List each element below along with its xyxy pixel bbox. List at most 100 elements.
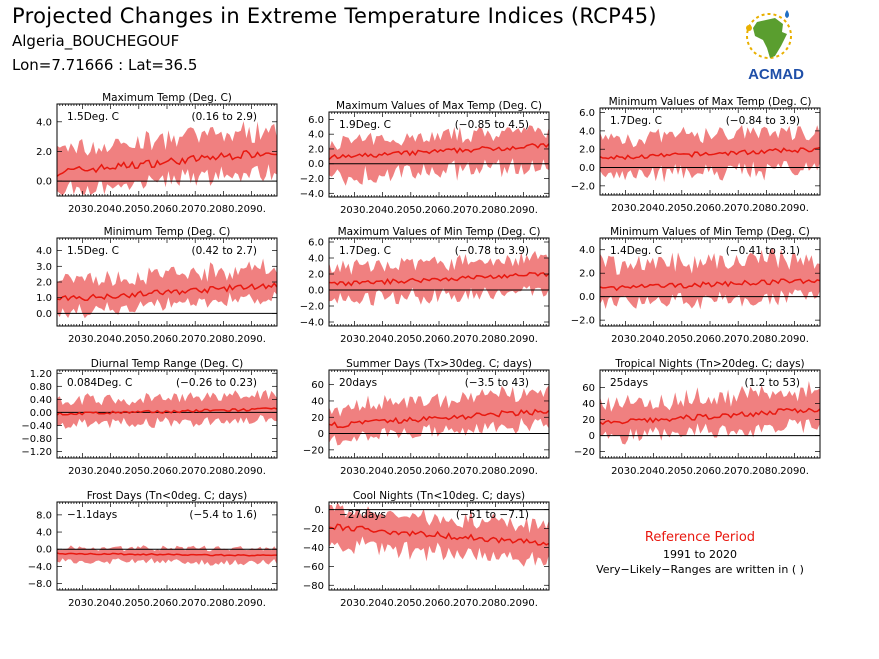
y-tick-label: 2.0 [579,269,595,280]
x-tick-label: 2090. [237,598,266,609]
x-tick-label: 2030. [340,466,369,477]
x-tick-label: 2070. [724,466,753,477]
x-tick-label: 2050. [667,466,696,477]
y-tick-label: −60 [303,562,324,573]
x-tick-label: 2070. [453,334,482,345]
median-series-line [56,407,278,416]
y-tick-label: 0 [318,429,324,440]
range-annotation: (−0.26 to 0.23) [176,377,257,389]
x-tick-label: 2030. [68,598,97,609]
chart-panel: 2030. 2040. 2050. 2060. 2070. 2080. 2090. −80 −6… [303,490,550,609]
very-likely-range-band [600,381,820,445]
x-tick-label: 2080. [481,466,510,477]
x-tick-label: 2060. [153,466,182,477]
y-tick-label: 1.20 [30,369,52,380]
chart-title: Maximum Temp (Deg. C) [102,92,232,104]
x-tick-label: 2070. [453,466,482,477]
y-tick-label: −8.0 [28,579,52,590]
range-annotation: (1.2 to 53) [745,377,800,389]
x-tick-label: 2040. [96,204,125,215]
x-tick-label: 2060. [425,466,454,477]
x-tick-label: 2070. [181,204,210,215]
y-tick-label: 20 [311,413,324,424]
x-tick-label: 2040. [96,598,125,609]
range-annotation: (−0.84 to 3.9) [726,115,800,127]
x-tick-label: 2090. [509,205,538,216]
median-series-line [599,407,821,426]
x-tick-label: 2060. [153,334,182,345]
x-tick-label: 2030. [68,466,97,477]
y-tick-label: 0.0 [579,292,595,303]
range-annotation: (0.42 to 2.7) [192,245,258,257]
chart-title: Diurnal Temp Range (Deg. C) [91,358,243,370]
y-tick-label: 6.0 [308,238,324,249]
sun-icon [746,25,752,31]
logo-ring-icon [746,13,792,59]
x-tick-label: 2040. [639,466,668,477]
chart-title: Minimum Temp (Deg. C) [104,226,231,238]
change-annotation: 1.5Deg. C [67,245,119,257]
x-tick-label: 2080. [752,466,781,477]
median-series-line [599,278,821,292]
y-tick-label: −0.80 [21,434,52,445]
y-tick-label: −0.40 [21,421,52,432]
y-tick-label: 0.0 [308,159,324,170]
x-tick-label: 2060. [425,598,454,609]
x-tick-label: 2070. [181,466,210,477]
x-tick-label: 2060. [696,203,725,214]
x-tick-label: 2050. [124,334,153,345]
x-tick-label: 2060. [696,466,725,477]
chart-title: Tropical Nights (Tn>20deg. C; days) [614,358,804,370]
x-tick-label: 2080. [209,466,238,477]
page-title: Projected Changes in Extreme Temperature… [12,4,657,28]
x-tick-label: 2080. [481,334,510,345]
x-tick-label: 2050. [396,598,425,609]
chart-title: Minimum Values of Min Temp (Deg. C) [610,226,810,238]
x-tick-label: 2040. [368,598,397,609]
range-annotation: (−0.41 to 3.1) [726,245,800,257]
x-tick-label: 2090. [237,466,266,477]
x-tick-label: 2050. [124,598,153,609]
y-tick-label: 20 [582,415,595,426]
median-series-line [328,523,550,546]
x-tick-label: 2040. [368,334,397,345]
y-tick-label: 4.0 [579,245,595,256]
change-annotation: 1.4Deg. C [610,245,662,257]
africa-map-icon [753,18,787,58]
chart-panel: 2030. 2040. 2050. 2060. 2070. 2080. 2090. 0.0 2.… [36,92,278,215]
x-tick-label: 2050. [667,203,696,214]
median-series-line [328,408,550,429]
y-tick-label: 4.0 [308,254,324,265]
change-annotation: 1.7Deg. C [610,115,662,127]
chart-title: Summer Days (Tx>30deg. C; days) [346,358,532,370]
chart-title: Maximum Values of Max Temp (Deg. C) [336,100,542,112]
change-annotation: 1.9Deg. C [339,119,391,131]
y-tick-label: −1.20 [21,447,52,458]
chart-panel: 2030. 2040. 2050. 2060. 2070. 2080. 2090. −4.0 −… [300,100,550,216]
median-series-line [328,271,550,287]
x-tick-label: 2080. [209,334,238,345]
x-tick-label: 2070. [724,334,753,345]
x-tick-label: 2050. [396,334,425,345]
y-tick-label: 0 [589,431,595,442]
x-tick-label: 2030. [68,204,97,215]
very-likely-range-band [329,125,549,186]
y-tick-label: −20 [574,447,595,458]
raindrop-icon [785,10,789,18]
logo-text: ACMAD [748,66,804,83]
y-tick-label: 60 [311,380,324,391]
median-series-line [599,146,821,161]
chart-panel: 2030. 2040. 2050. 2060. 2070. 2080. 2090. −2.0 0… [571,226,821,345]
y-tick-label: −2.0 [571,181,595,192]
very-likely-range-band [57,390,277,429]
x-tick-label: 2070. [724,203,753,214]
y-tick-label: 8.0 [36,510,52,521]
y-tick-label: 40 [582,399,595,410]
y-tick-label: 4.0 [308,130,324,141]
acmad-logo: ACMAD [746,10,804,83]
y-tick-label: 4.0 [36,117,52,128]
median-series-line [56,149,277,177]
y-tick-label: −2.0 [300,174,324,185]
median-series-line [56,282,278,302]
